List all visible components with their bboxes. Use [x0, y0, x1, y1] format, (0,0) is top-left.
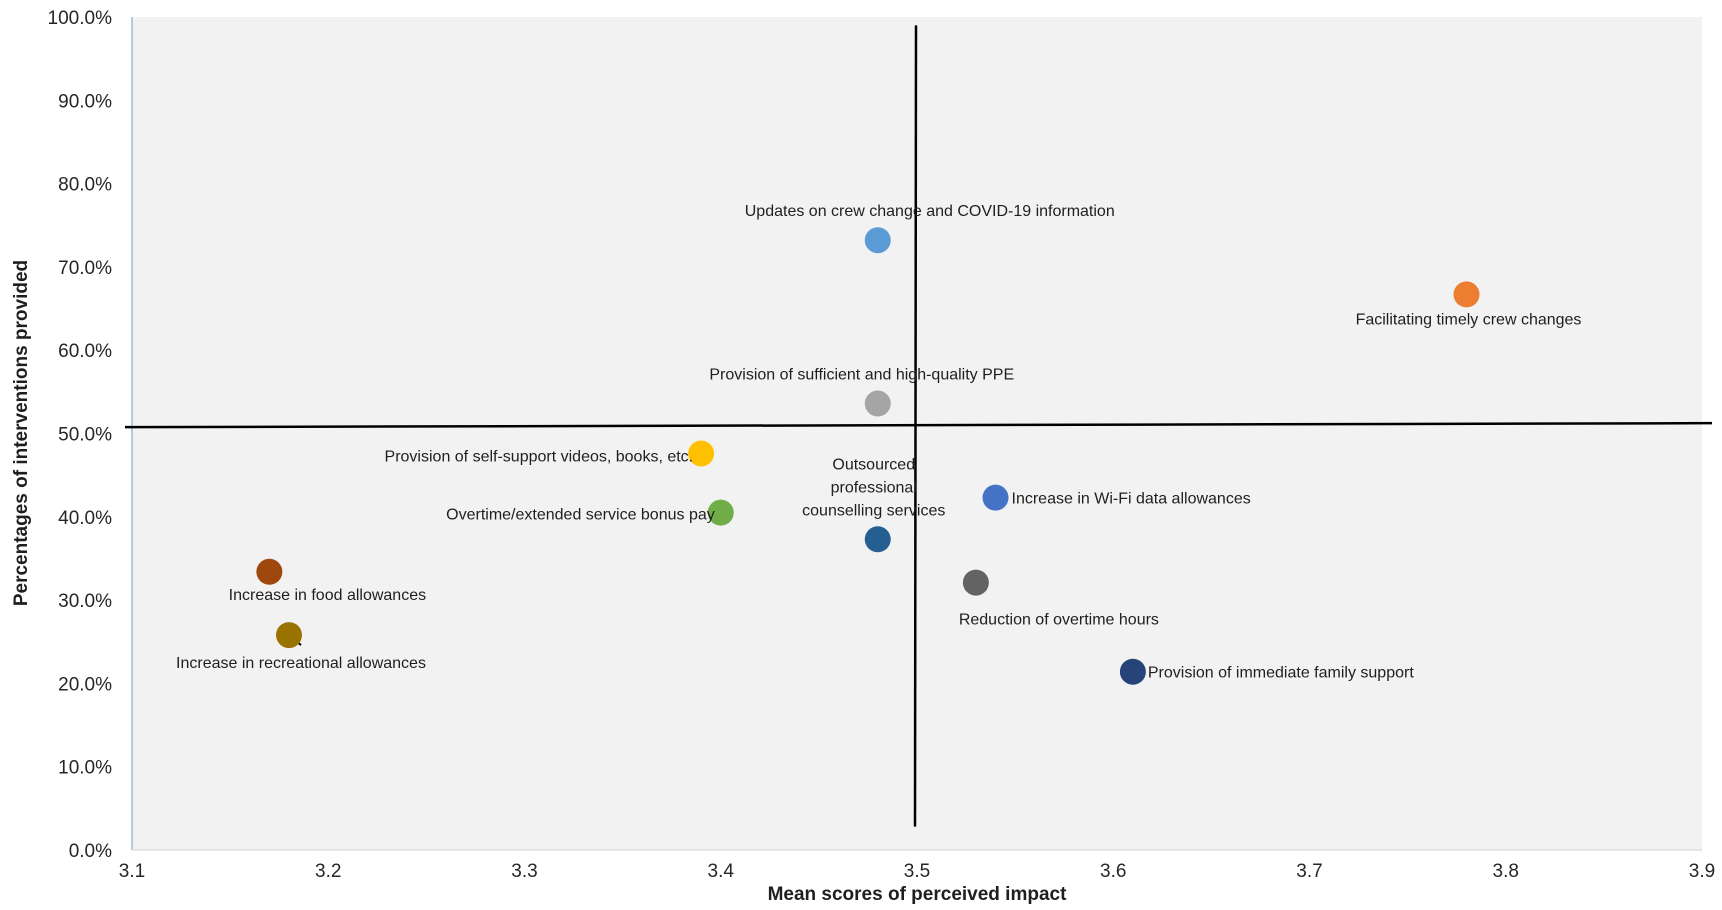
y-tick-label: 100.0%	[48, 8, 113, 29]
point-label: Increase in recreational allowances	[176, 655, 426, 672]
data-points	[256, 227, 1480, 685]
data-point	[276, 622, 302, 649]
point-label: Reduction of overtime hours	[959, 612, 1159, 629]
y-tick-label: 30.0%	[58, 591, 112, 612]
x-tick-label: 3.3	[511, 861, 537, 882]
point-label: Outsourced professional counselling servic…	[802, 456, 945, 519]
data-point	[1453, 281, 1480, 308]
x-tick-label: 3.9	[1689, 861, 1715, 882]
y-tick-labels: 0.0% 10.0% 20.0% 30.0% 40.0% 50.0% 60.0% 70.0% 8…	[48, 8, 113, 862]
point-labels: Updates on crew change and COVID-19 info…	[176, 203, 1581, 681]
point-label: Updates on crew change and COVID-19 info…	[745, 203, 1115, 220]
data-point	[982, 484, 1009, 511]
y-tick-label: 80.0%	[58, 175, 112, 196]
x-tick-label: 3.5	[904, 861, 930, 882]
point-label: Overtime/extended service bonus pay	[446, 507, 715, 524]
x-tick-label: 3.7	[1296, 861, 1322, 882]
y-tick-label: 20.0%	[58, 674, 112, 695]
data-point	[864, 227, 891, 254]
data-point	[707, 499, 734, 526]
y-tick-label: 50.0%	[58, 425, 112, 446]
x-tick-label: 3.2	[315, 861, 341, 882]
data-point	[864, 526, 891, 553]
y-tick-label: 0.0%	[69, 841, 112, 862]
y-tick-label: 70.0%	[58, 258, 112, 279]
y-tick-label: 60.0%	[58, 341, 112, 362]
data-point	[962, 569, 989, 596]
data-point	[864, 390, 891, 417]
point-label: Increase in Wi-Fi data allowances	[1012, 491, 1251, 508]
point-label: Facilitating timely crew changes	[1356, 311, 1582, 328]
y-axis-title: Percentages of interventions provided	[11, 260, 32, 606]
x-tick-label: 3.6	[1100, 861, 1126, 882]
data-point	[688, 440, 715, 467]
x-tick-label: 3.8	[1493, 861, 1519, 882]
y-tick-label: 40.0%	[58, 508, 112, 529]
x-tick-labels: 3.1 3.2 3.3 3.4 3.5 3.6 3.7 3.8 3.9	[119, 861, 1715, 882]
x-tick-label: 3.1	[119, 861, 145, 882]
data-point	[1119, 658, 1146, 685]
x-axis-title: Mean scores of perceived impact	[768, 884, 1068, 905]
point-label: Increase in food allowances	[229, 587, 426, 604]
data-point	[256, 558, 283, 585]
horizontal-reference-line	[124, 421, 1713, 429]
y-tick-label: 10.0%	[58, 758, 112, 779]
point-label: Provision of self-support videos, books,…	[385, 448, 694, 465]
y-tick-label: 90.0%	[58, 91, 112, 112]
point-label: Provision of immediate family support	[1148, 665, 1414, 682]
x-tick-label: 3.4	[708, 861, 735, 882]
point-label: Provision of sufficient and high-quality…	[709, 367, 1014, 384]
